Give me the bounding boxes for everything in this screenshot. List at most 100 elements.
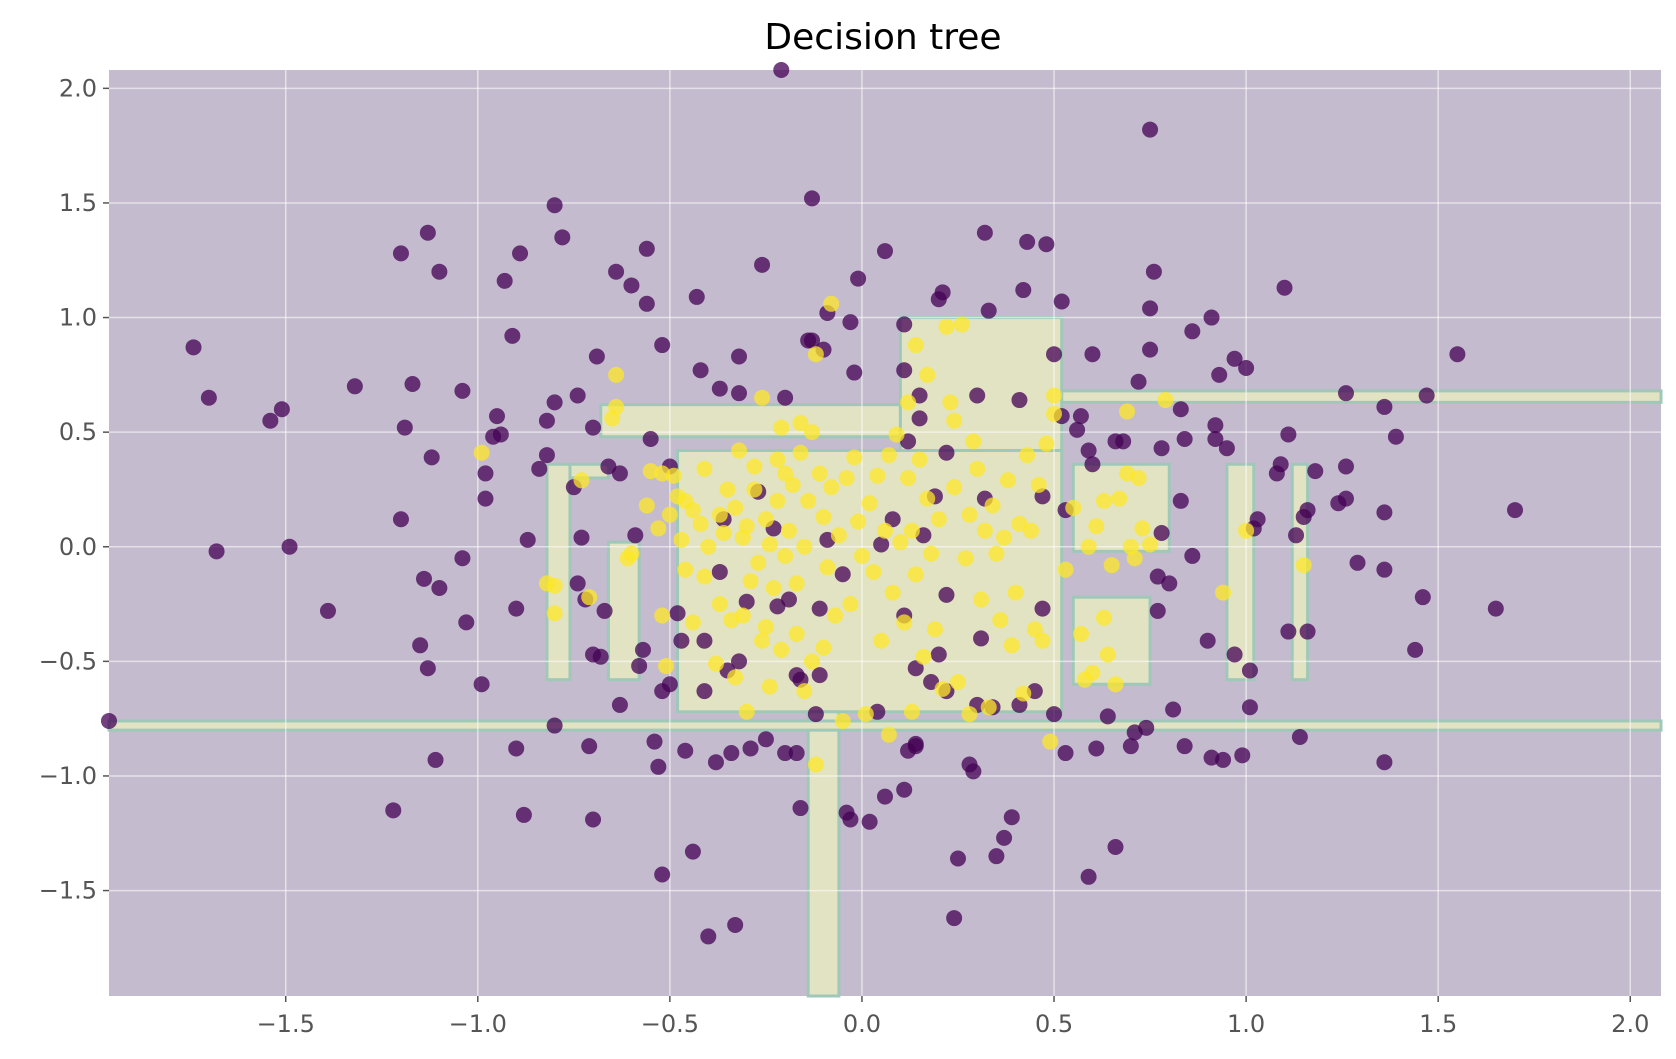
- data-point: [1149, 568, 1166, 585]
- x-tick-label: −1.5: [257, 1010, 315, 1038]
- data-point: [1142, 300, 1159, 317]
- data-point: [1003, 637, 1020, 654]
- data-point: [711, 380, 728, 397]
- data-point: [746, 458, 763, 475]
- data-point: [654, 337, 671, 354]
- data-point: [1134, 520, 1151, 537]
- data-point: [884, 511, 901, 528]
- data-point: [1019, 447, 1036, 464]
- data-point: [830, 527, 847, 544]
- data-point: [1376, 504, 1393, 521]
- data-point: [585, 419, 602, 436]
- data-point: [973, 591, 990, 608]
- data-point: [404, 376, 421, 393]
- data-point: [650, 758, 667, 775]
- data-point: [1130, 469, 1147, 486]
- data-point: [923, 545, 940, 562]
- data-point: [761, 678, 778, 695]
- data-point: [669, 605, 686, 622]
- data-point: [512, 245, 529, 262]
- data-point: [907, 660, 924, 677]
- data-point: [965, 433, 982, 450]
- data-point: [915, 648, 932, 665]
- data-point: [1034, 632, 1051, 649]
- data-point: [1030, 476, 1047, 493]
- data-point: [1072, 625, 1089, 642]
- data-point: [692, 362, 709, 379]
- data-point: [930, 646, 947, 663]
- data-point: [573, 472, 590, 489]
- data-point: [1149, 602, 1166, 619]
- data-point: [1042, 733, 1059, 750]
- data-point: [508, 740, 525, 757]
- data-point: [757, 618, 774, 635]
- data-point: [873, 536, 890, 553]
- data-point: [638, 295, 655, 312]
- data-point: [392, 511, 409, 528]
- data-point: [996, 529, 1013, 546]
- y-tick-label: 0.0: [59, 533, 97, 561]
- data-point: [634, 641, 651, 658]
- data-point: [638, 240, 655, 257]
- decision-region: [806, 710, 841, 998]
- data-point: [861, 495, 878, 512]
- x-axis: −1.5 −1.0 −0.5 0.0 0.5 1.0 1.5 2.0: [257, 996, 1649, 1038]
- data-point: [1449, 346, 1466, 363]
- data-point: [1172, 401, 1189, 418]
- data-point: [880, 726, 897, 743]
- data-point: [1215, 584, 1232, 601]
- data-point: [1138, 719, 1155, 736]
- data-point: [707, 655, 724, 672]
- data-point: [515, 806, 532, 823]
- data-point: [884, 584, 901, 601]
- data-point: [896, 781, 913, 798]
- data-point: [508, 600, 525, 617]
- data-point: [608, 263, 625, 280]
- data-point: [711, 506, 728, 523]
- data-point: [773, 419, 790, 436]
- data-point: [1272, 456, 1289, 473]
- data-point: [546, 605, 563, 622]
- decision-regions: [107, 316, 1663, 998]
- data-point: [834, 712, 851, 729]
- y-tick-label: −1.0: [39, 762, 97, 790]
- data-point: [769, 451, 786, 468]
- data-point: [1418, 387, 1435, 404]
- data-point: [850, 513, 867, 530]
- data-point: [769, 492, 786, 509]
- data-point: [804, 653, 821, 670]
- data-point: [1234, 747, 1251, 764]
- data-point: [788, 575, 805, 592]
- data-point: [1095, 609, 1112, 626]
- data-point: [1376, 561, 1393, 578]
- chart-title: Decision tree: [764, 17, 1001, 58]
- data-point: [727, 916, 744, 933]
- data-point: [1015, 685, 1032, 702]
- data-point: [654, 607, 671, 624]
- data-point: [489, 408, 505, 425]
- data-point: [1280, 426, 1297, 443]
- data-point: [519, 531, 536, 548]
- data-point: [611, 696, 628, 713]
- data-point: [1337, 458, 1354, 475]
- data-point: [946, 412, 963, 429]
- data-point: [642, 431, 659, 448]
- data-point: [880, 447, 897, 464]
- data-point: [976, 522, 993, 539]
- data-point: [1053, 293, 1070, 310]
- data-point: [980, 699, 997, 716]
- data-point: [946, 910, 963, 927]
- data-point: [1142, 121, 1159, 138]
- data-point: [573, 529, 590, 546]
- data-point: [1184, 323, 1201, 340]
- data-point: [738, 703, 755, 720]
- data-point: [1038, 236, 1055, 253]
- data-point: [1215, 751, 1232, 768]
- data-point: [1238, 359, 1255, 376]
- y-tick-label: 0.5: [59, 418, 97, 446]
- data-point: [731, 653, 748, 670]
- data-point: [715, 525, 732, 541]
- data-point: [1142, 536, 1159, 553]
- data-point: [423, 449, 440, 466]
- data-point: [1199, 632, 1216, 649]
